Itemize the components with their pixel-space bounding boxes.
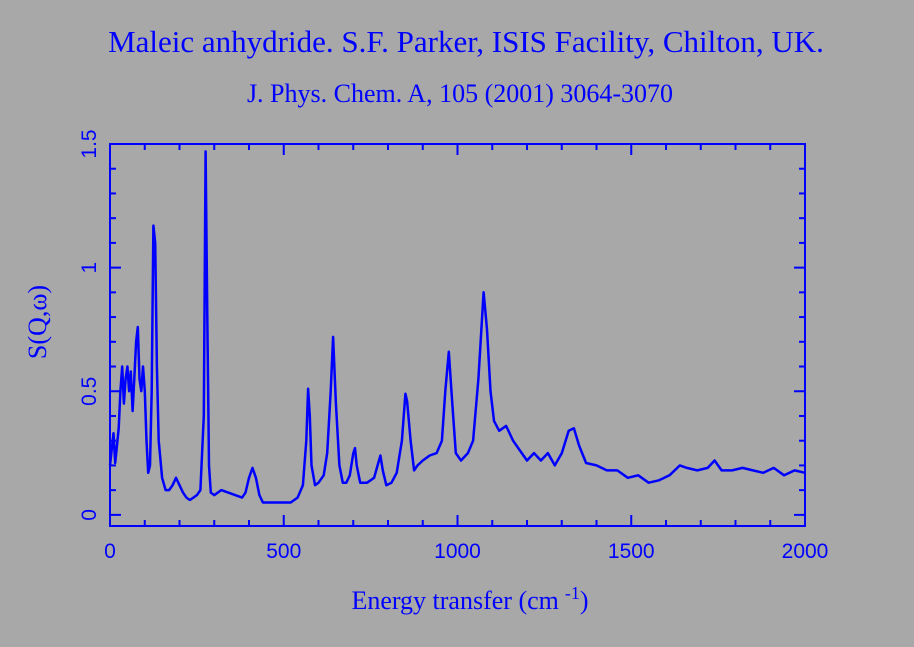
x-axis-label-sup: -1 (565, 583, 580, 603)
chart-subtitle: J. Phys. Chem. A, 105 (2001) 3064-3070 (247, 79, 673, 108)
y-axis-label: S(Q,ω) (23, 285, 52, 359)
x-tick-label: 500 (266, 540, 301, 563)
spectrum-line (108, 150, 806, 504)
x-tick-label: 1000 (434, 540, 481, 563)
x-tick-label: 0 (104, 540, 116, 563)
y-tick-label: 0.5 (78, 377, 101, 406)
x-tick-label: 1500 (608, 540, 655, 563)
y-tick-label: 1 (78, 262, 101, 274)
x-axis-label: Energy transfer (cm -1) (351, 583, 588, 615)
x-tick-label: 2000 (782, 540, 829, 563)
x-axis-label-end: ) (580, 586, 589, 615)
y-tick-label: 1.5 (78, 129, 101, 158)
chart-title: Maleic anhydride. S.F. Parker, ISIS Faci… (108, 24, 824, 59)
y-tick-label: 0 (78, 509, 101, 521)
x-axis-label-text: Energy transfer (cm (351, 586, 558, 615)
